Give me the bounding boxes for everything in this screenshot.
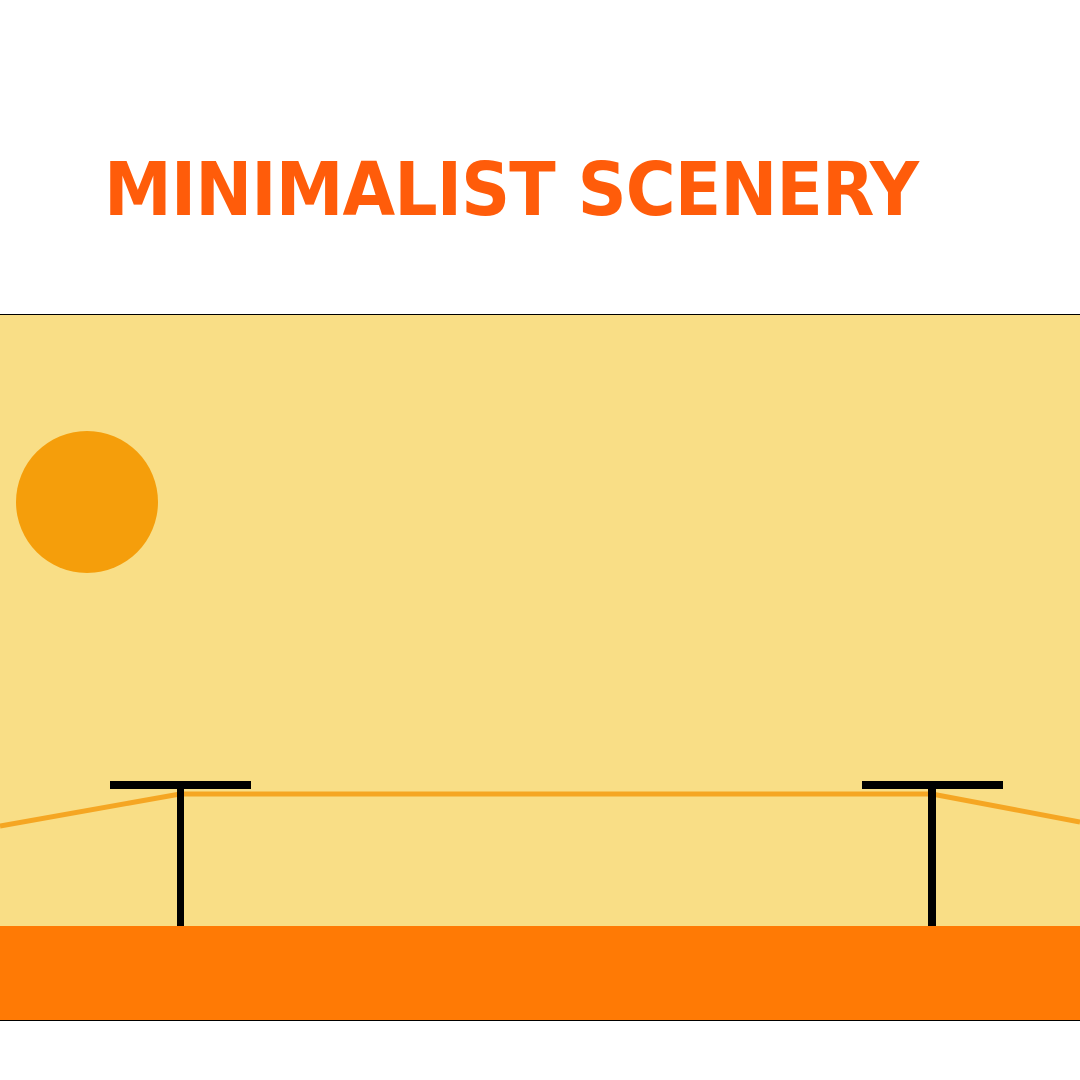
sky xyxy=(0,314,1080,1021)
right-pole-post xyxy=(928,789,936,928)
page-title: MINIMALIST SCENERY xyxy=(104,147,919,233)
sun xyxy=(16,431,158,573)
left-pole xyxy=(110,781,251,928)
scenery-svg xyxy=(0,314,1080,1021)
ground xyxy=(0,926,1080,1021)
scenery-illustration xyxy=(0,314,1080,1021)
left-pole-post xyxy=(177,789,184,928)
right-pole xyxy=(862,781,1003,928)
left-pole-crossarm xyxy=(110,781,251,789)
right-pole-crossarm xyxy=(862,781,1003,789)
power-lines xyxy=(0,791,1080,829)
